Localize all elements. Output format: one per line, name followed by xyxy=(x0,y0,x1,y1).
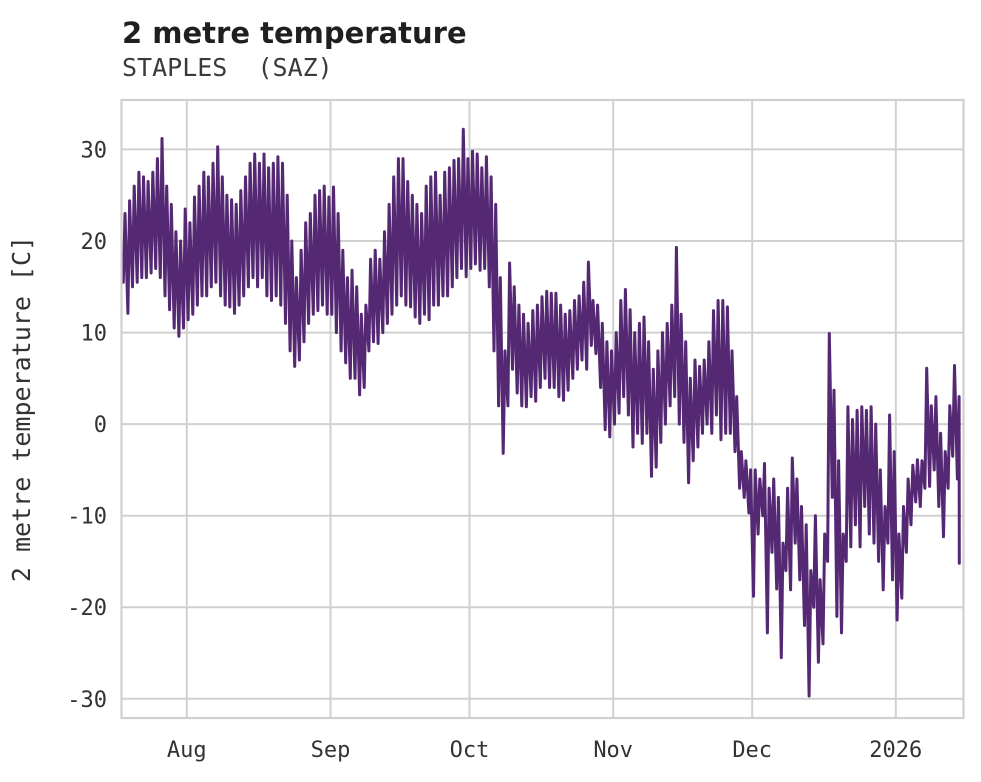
plot-border xyxy=(120,98,965,720)
x-tick-label: Dec xyxy=(732,738,772,763)
chart-subtitle: STAPLES (SAZ) xyxy=(122,53,333,82)
x-tick-label: Sep xyxy=(311,738,351,763)
y-tick-label: -20 xyxy=(67,596,107,621)
y-tick-label: 20 xyxy=(81,230,108,255)
y-tick-label: 0 xyxy=(94,413,107,438)
y-axis-tick-labels: -30 -20 -10 0 10 20 30 xyxy=(67,138,107,712)
y-tick-label: -30 xyxy=(67,688,107,713)
temperature-line xyxy=(121,127,961,698)
x-tick-label: Oct xyxy=(450,738,490,763)
x-tick-label: 2026 xyxy=(869,738,922,763)
y-tick-label: 10 xyxy=(81,322,108,347)
chart-title: 2 metre temperature xyxy=(122,16,467,50)
y-tick-label: 30 xyxy=(81,138,108,163)
y-axis-label: 2 metre temperature [C] xyxy=(7,236,36,582)
y-tick-label: -10 xyxy=(67,505,107,530)
x-tick-label: Aug xyxy=(167,738,207,763)
x-tick-label: Nov xyxy=(593,738,633,763)
x-axis-tick-labels: Aug Sep Oct Nov Dec 2026 xyxy=(167,738,922,763)
